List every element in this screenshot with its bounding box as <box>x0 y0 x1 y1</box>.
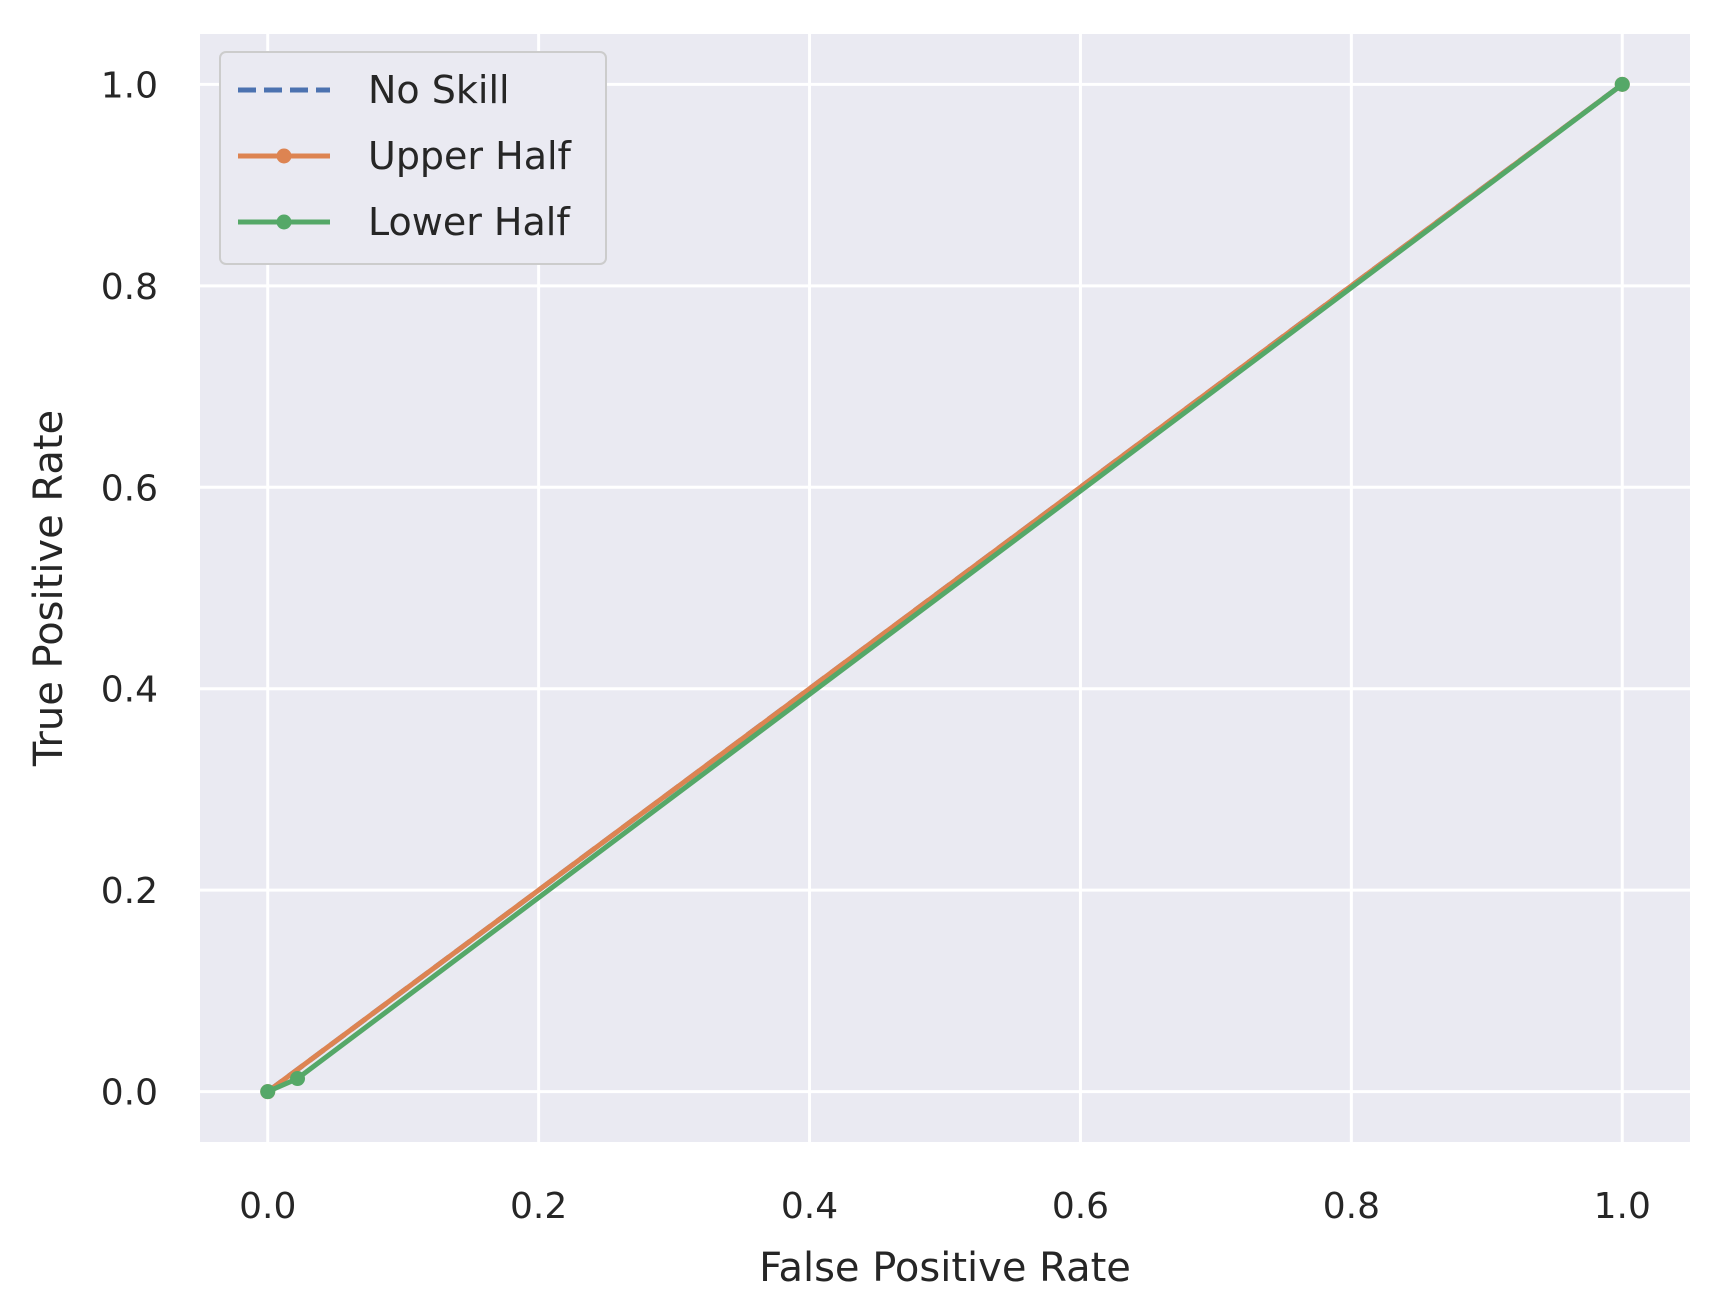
x-axis-label: False Positive Rate <box>759 1245 1131 1291</box>
y-axis-label: True Positive Rate <box>26 410 72 767</box>
grid-lines <box>200 34 1690 1142</box>
x-tick-label: 0.2 <box>510 1186 567 1227</box>
y-tick-label: 0.6 <box>101 468 158 509</box>
legend-item-lower-half: Lower Half <box>238 200 571 244</box>
x-tick-label: 0.6 <box>1052 1186 1109 1227</box>
y-tick-label: 0.4 <box>101 670 158 711</box>
y-tick-label: 1.0 <box>101 65 158 106</box>
y-tick-label: 0.0 <box>101 1073 158 1114</box>
x-tick-labels: 0.0 0.2 0.4 0.6 0.8 1.0 <box>239 1186 1651 1227</box>
legend-label: No Skill <box>368 68 510 112</box>
data-point-lower-half <box>260 1084 276 1100</box>
x-tick-label: 0.0 <box>239 1186 296 1227</box>
legend: No Skill Upper Half Lower Half <box>219 51 607 265</box>
x-tick-label: 0.4 <box>781 1186 838 1227</box>
legend-marker <box>276 148 292 164</box>
y-tick-labels: 0.0 0.2 0.4 0.6 0.8 1.0 <box>101 65 158 1113</box>
x-tick-label: 0.8 <box>1323 1186 1380 1227</box>
legend-box <box>219 51 607 265</box>
data-point-lower-half <box>1614 76 1630 92</box>
legend-item-upper-half: Upper Half <box>238 134 573 178</box>
legend-label: Lower Half <box>368 200 571 244</box>
y-tick-label: 0.8 <box>101 267 158 308</box>
legend-marker <box>276 214 292 230</box>
y-tick-label: 0.2 <box>101 871 158 912</box>
x-tick-label: 1.0 <box>1594 1186 1651 1227</box>
series-group <box>260 76 1630 1100</box>
legend-item-no-skill: No Skill <box>238 68 510 112</box>
data-point-lower-half <box>290 1071 306 1087</box>
legend-label: Upper Half <box>368 134 573 178</box>
